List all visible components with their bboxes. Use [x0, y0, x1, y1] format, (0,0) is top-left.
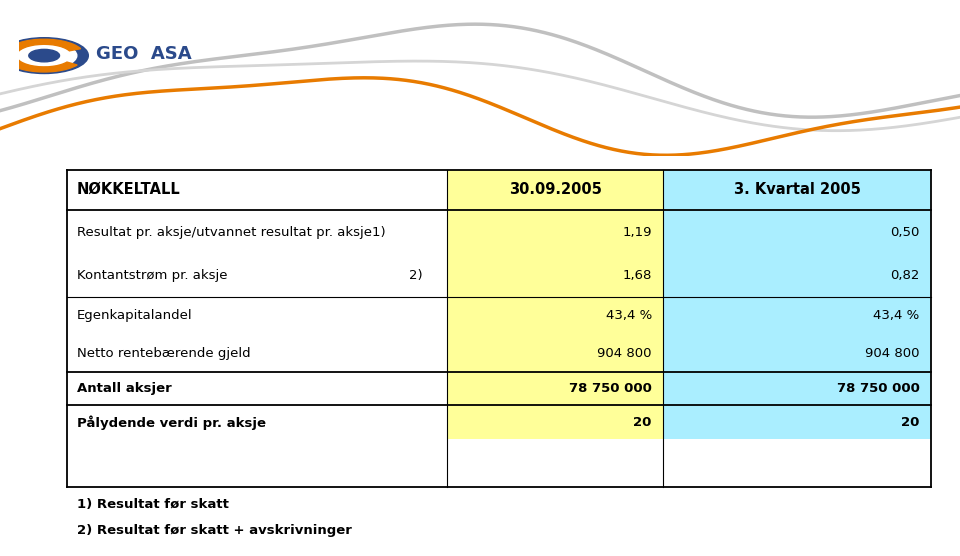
Text: NØKKELTALL: NØKKELTALL: [77, 182, 180, 197]
Bar: [67, 334, 447, 372]
Text: 20: 20: [634, 416, 652, 429]
Bar: [67, 255, 447, 297]
Bar: [447, 372, 663, 405]
Bar: [663, 170, 931, 210]
Bar: [663, 210, 931, 255]
Text: 78 750 000: 78 750 000: [837, 382, 920, 395]
Text: 43,4 %: 43,4 %: [874, 309, 920, 322]
Text: Antall aksjer: Antall aksjer: [77, 382, 172, 395]
Bar: [67, 210, 447, 255]
Bar: [447, 334, 663, 372]
Bar: [447, 255, 663, 297]
Text: 904 800: 904 800: [865, 346, 920, 360]
Text: 30.09.2005: 30.09.2005: [509, 182, 602, 197]
Text: 1,19: 1,19: [622, 226, 652, 239]
Bar: [663, 334, 931, 372]
Text: Resultat pr. aksje/utvannet resultat pr. aksje1): Resultat pr. aksje/utvannet resultat pr.…: [77, 226, 385, 239]
Text: 0,50: 0,50: [890, 226, 920, 239]
Bar: [663, 255, 931, 297]
Text: 78 750 000: 78 750 000: [569, 382, 652, 395]
Circle shape: [29, 49, 60, 62]
Bar: [67, 170, 447, 210]
Text: 20: 20: [901, 416, 920, 429]
Wedge shape: [4, 39, 81, 72]
Bar: [67, 372, 447, 405]
Text: Egenkapitalandel: Egenkapitalandel: [77, 309, 192, 322]
Circle shape: [12, 42, 77, 69]
Bar: [447, 170, 663, 210]
Bar: [447, 210, 663, 255]
Text: 0,82: 0,82: [890, 269, 920, 282]
Text: 1,68: 1,68: [622, 269, 652, 282]
Bar: [447, 297, 663, 334]
Bar: [663, 372, 931, 405]
Bar: [447, 405, 663, 439]
Text: 3. Kvartal 2005: 3. Kvartal 2005: [733, 182, 861, 197]
Text: 904 800: 904 800: [597, 346, 652, 360]
Text: 1) Resultat før skatt: 1) Resultat før skatt: [77, 498, 228, 510]
Bar: [67, 405, 447, 439]
Circle shape: [0, 38, 88, 73]
Text: 2) Resultat før skatt + avskrivninger: 2) Resultat før skatt + avskrivninger: [77, 524, 351, 537]
Text: Netto rentebærende gjeld: Netto rentebærende gjeld: [77, 346, 251, 360]
Text: 43,4 %: 43,4 %: [606, 309, 652, 322]
Bar: [663, 405, 931, 439]
Text: 2): 2): [409, 269, 422, 282]
Bar: [663, 297, 931, 334]
Text: GEO  ASA: GEO ASA: [96, 45, 192, 63]
Text: Pålydende verdi pr. aksje: Pålydende verdi pr. aksje: [77, 415, 266, 429]
Bar: [67, 297, 447, 334]
Text: Kontantstrøm pr. aksje: Kontantstrøm pr. aksje: [77, 269, 228, 282]
